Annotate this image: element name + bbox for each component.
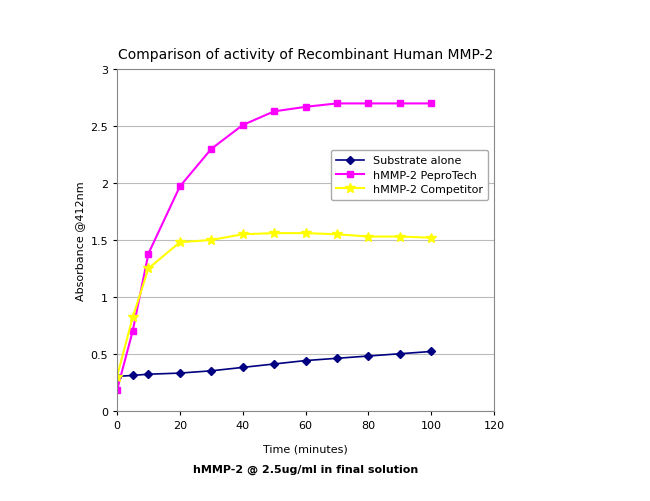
Substrate alone — [333, 356, 341, 362]
Text: hMMP-2 @ 2.5ug/ml in final solution: hMMP-2 @ 2.5ug/ml in final solution — [193, 463, 418, 473]
hMMP-2 PeproTech — [113, 387, 121, 393]
hMMP-2 Competitor — [144, 266, 152, 272]
hMMP-2 Competitor — [396, 234, 404, 240]
Line: hMMP-2 Competitor: hMMP-2 Competitor — [112, 229, 436, 382]
hMMP-2 PeproTech — [396, 101, 404, 107]
hMMP-2 Competitor — [176, 240, 184, 246]
Y-axis label: Absorbance @412nm: Absorbance @412nm — [75, 181, 84, 300]
hMMP-2 Competitor — [365, 234, 372, 240]
Substrate alone — [176, 370, 184, 376]
hMMP-2 Competitor — [427, 235, 435, 241]
Legend: Substrate alone, hMMP-2 PeproTech, hMMP-2 Competitor: Substrate alone, hMMP-2 PeproTech, hMMP-… — [331, 151, 488, 200]
Substrate alone — [144, 371, 152, 377]
hMMP-2 PeproTech — [270, 109, 278, 115]
Substrate alone — [365, 353, 372, 359]
hMMP-2 PeproTech — [365, 101, 372, 107]
hMMP-2 PeproTech — [302, 105, 309, 111]
hMMP-2 PeproTech — [176, 184, 184, 190]
hMMP-2 PeproTech — [207, 147, 215, 153]
hMMP-2 PeproTech — [129, 328, 136, 334]
hMMP-2 Competitor — [333, 232, 341, 238]
Line: Substrate alone: Substrate alone — [114, 349, 434, 380]
hMMP-2 Competitor — [207, 237, 215, 243]
hMMP-2 PeproTech — [427, 101, 435, 107]
hMMP-2 PeproTech — [239, 123, 246, 129]
Substrate alone — [302, 358, 309, 364]
hMMP-2 Competitor — [239, 232, 246, 238]
hMMP-2 Competitor — [113, 374, 121, 380]
Substrate alone — [396, 351, 404, 357]
Substrate alone — [113, 374, 121, 380]
Title: Comparison of activity of Recombinant Human MMP-2: Comparison of activity of Recombinant Hu… — [118, 48, 493, 62]
hMMP-2 Competitor — [129, 315, 136, 321]
hMMP-2 Competitor — [270, 230, 278, 236]
hMMP-2 PeproTech — [333, 101, 341, 107]
Text: Time (minutes): Time (minutes) — [263, 443, 348, 453]
Substrate alone — [129, 373, 136, 379]
hMMP-2 Competitor — [302, 230, 309, 236]
Substrate alone — [427, 349, 435, 355]
Substrate alone — [270, 361, 278, 367]
Substrate alone — [239, 365, 246, 371]
hMMP-2 PeproTech — [144, 251, 152, 257]
Line: hMMP-2 PeproTech: hMMP-2 PeproTech — [114, 101, 434, 393]
Substrate alone — [207, 368, 215, 374]
